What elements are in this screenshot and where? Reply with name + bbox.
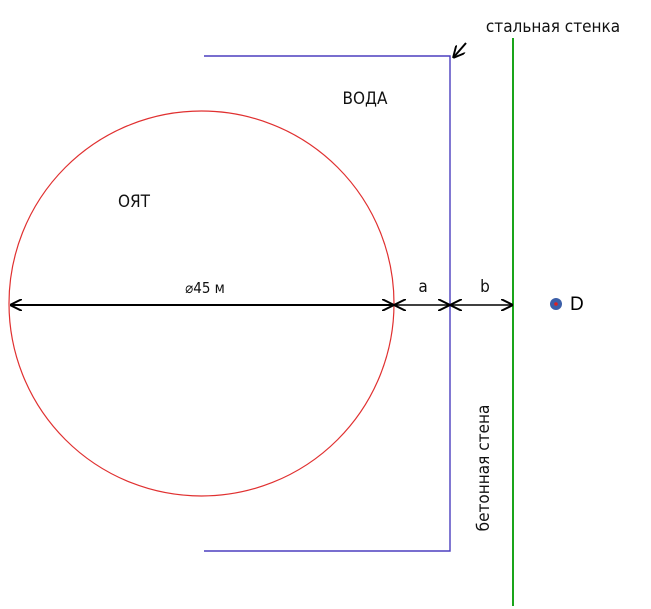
steel-wall-label: стальная стенка [486, 17, 620, 37]
diameter-label: ⌀45 м [185, 279, 225, 297]
point-d-center [554, 302, 558, 306]
water-label: ВОДА [343, 89, 388, 109]
point-label: D [570, 294, 584, 315]
tank-circle [8, 110, 395, 497]
gap-a-label: a [418, 277, 427, 297]
gap-b-label: b [480, 277, 490, 297]
fuel-label: ОЯТ [118, 192, 151, 212]
concrete-wall-label: бетонная стена [474, 405, 494, 532]
steel-wall [204, 55, 451, 552]
leader-arrow [453, 42, 467, 58]
